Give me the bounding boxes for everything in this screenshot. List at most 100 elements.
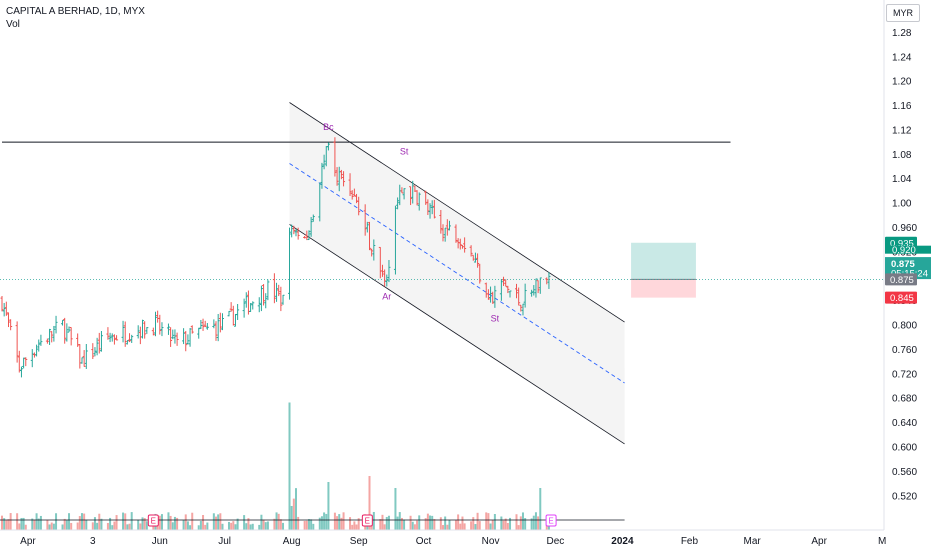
volume-bar bbox=[295, 488, 297, 530]
volume-bar bbox=[63, 518, 66, 530]
volume-bar bbox=[93, 517, 96, 530]
time-axis[interactable]: Apr 3 Jun Jul Aug Sep Oct Nov Dec 2024 Feb Mar Apr M bbox=[0, 529, 886, 547]
volume-bar bbox=[206, 522, 209, 530]
entry-price-tag bbox=[885, 273, 917, 286]
volume-bar bbox=[416, 520, 419, 530]
earnings-marker bbox=[361, 514, 373, 527]
volume-bar bbox=[247, 518, 250, 530]
earnings-marker-label: E bbox=[548, 517, 553, 526]
volume-bar bbox=[307, 519, 310, 530]
volume-bar bbox=[227, 521, 230, 530]
volume-bar bbox=[500, 516, 503, 530]
volume-bar bbox=[340, 517, 343, 530]
volume-indicator-label[interactable]: Vol bbox=[6, 19, 20, 30]
volume-bar bbox=[320, 516, 323, 530]
volume-bar bbox=[221, 523, 224, 530]
earnings-marker bbox=[545, 514, 557, 527]
volume-bar bbox=[171, 522, 174, 530]
volume-bar bbox=[383, 524, 386, 530]
target-price-value: 0.935 bbox=[890, 238, 914, 249]
volume-bar bbox=[463, 523, 466, 530]
annotations: Bc St Ar St bbox=[323, 122, 499, 323]
volume-bar bbox=[111, 525, 114, 530]
volume-bar bbox=[305, 520, 308, 530]
volume-bar bbox=[37, 518, 40, 530]
volume-bar bbox=[312, 523, 315, 530]
volume-bar bbox=[197, 525, 200, 530]
parallel-channel[interactable] bbox=[289, 102, 625, 445]
volume-bar bbox=[160, 514, 163, 530]
entry-price-value: 0.875 bbox=[890, 275, 914, 286]
volume-bar bbox=[537, 516, 540, 530]
volume-bar bbox=[476, 512, 479, 530]
volume-bar bbox=[277, 513, 280, 530]
price-tick-label: 0.960 bbox=[892, 223, 917, 234]
stop-price-value: 0.845 bbox=[890, 293, 914, 304]
volume-bar bbox=[215, 516, 218, 530]
volume-bar bbox=[249, 524, 252, 530]
volume-bar bbox=[109, 517, 112, 530]
symbol-title[interactable]: CAPITAL A BERHAD, 1D, MYX bbox=[6, 6, 145, 17]
volume-bar bbox=[539, 488, 542, 530]
price-tick-label: 1.04 bbox=[892, 174, 912, 185]
volume-bar bbox=[478, 521, 481, 530]
loss-zone bbox=[631, 279, 696, 298]
wyckoff-label: St bbox=[491, 313, 500, 323]
volume-bar bbox=[491, 520, 494, 530]
volume-bar bbox=[9, 513, 12, 530]
time-tick-label: Jul bbox=[218, 536, 231, 547]
volume-bar bbox=[251, 523, 254, 530]
volume-bar bbox=[396, 516, 399, 530]
currency-button[interactable]: MYR bbox=[886, 4, 920, 22]
volume-bar bbox=[182, 520, 185, 530]
volume-bar bbox=[189, 525, 192, 530]
earnings-marker-label: E bbox=[151, 517, 156, 526]
volume-bar bbox=[176, 517, 179, 530]
volume-bar bbox=[266, 521, 269, 530]
volume-bar bbox=[472, 517, 475, 530]
time-tick-label: Apr bbox=[20, 536, 36, 547]
volume-bar bbox=[184, 514, 187, 530]
last-price-value: 0.875 bbox=[891, 259, 915, 270]
volume-bar bbox=[351, 524, 354, 530]
volume-bar bbox=[85, 519, 88, 530]
volume-bar bbox=[448, 519, 451, 530]
volume-bar bbox=[459, 523, 462, 530]
volume-bar bbox=[169, 515, 172, 530]
volume-bar bbox=[517, 525, 520, 530]
price-tick-label: 0.720 bbox=[892, 369, 917, 380]
time-tick-label: Oct bbox=[416, 536, 432, 547]
volume-bar bbox=[327, 482, 330, 530]
volume-bar bbox=[411, 521, 414, 530]
volume-bar bbox=[519, 516, 522, 530]
price-tick-label: 1.00 bbox=[892, 199, 912, 210]
long-position-tool[interactable] bbox=[0, 242, 884, 298]
price-tick-label: 1.16 bbox=[892, 101, 912, 112]
volume-bar bbox=[68, 513, 71, 530]
volume-bar bbox=[418, 515, 421, 530]
volume-bar bbox=[431, 515, 434, 530]
volume-bar bbox=[145, 521, 148, 530]
volume-bar bbox=[55, 513, 58, 530]
volume-bar bbox=[258, 524, 261, 530]
time-tick-label: Aug bbox=[283, 536, 301, 547]
volume-bar bbox=[387, 515, 390, 530]
volume-bar bbox=[424, 518, 427, 530]
hidden-price-value: 0.920 bbox=[892, 245, 916, 256]
volume-bar bbox=[115, 515, 118, 530]
volume-bar bbox=[275, 512, 278, 530]
volume-bar bbox=[429, 515, 432, 530]
volume-bar bbox=[485, 512, 488, 530]
volume-bar bbox=[273, 518, 276, 530]
earnings-marker bbox=[147, 514, 159, 527]
volume-bar bbox=[61, 524, 64, 530]
volume-bar bbox=[290, 505, 293, 530]
volume-bar bbox=[372, 511, 375, 530]
volume-bar bbox=[1, 515, 3, 530]
volume-bar bbox=[333, 512, 336, 530]
volume-bar bbox=[20, 517, 23, 530]
volume-bar bbox=[297, 516, 300, 530]
